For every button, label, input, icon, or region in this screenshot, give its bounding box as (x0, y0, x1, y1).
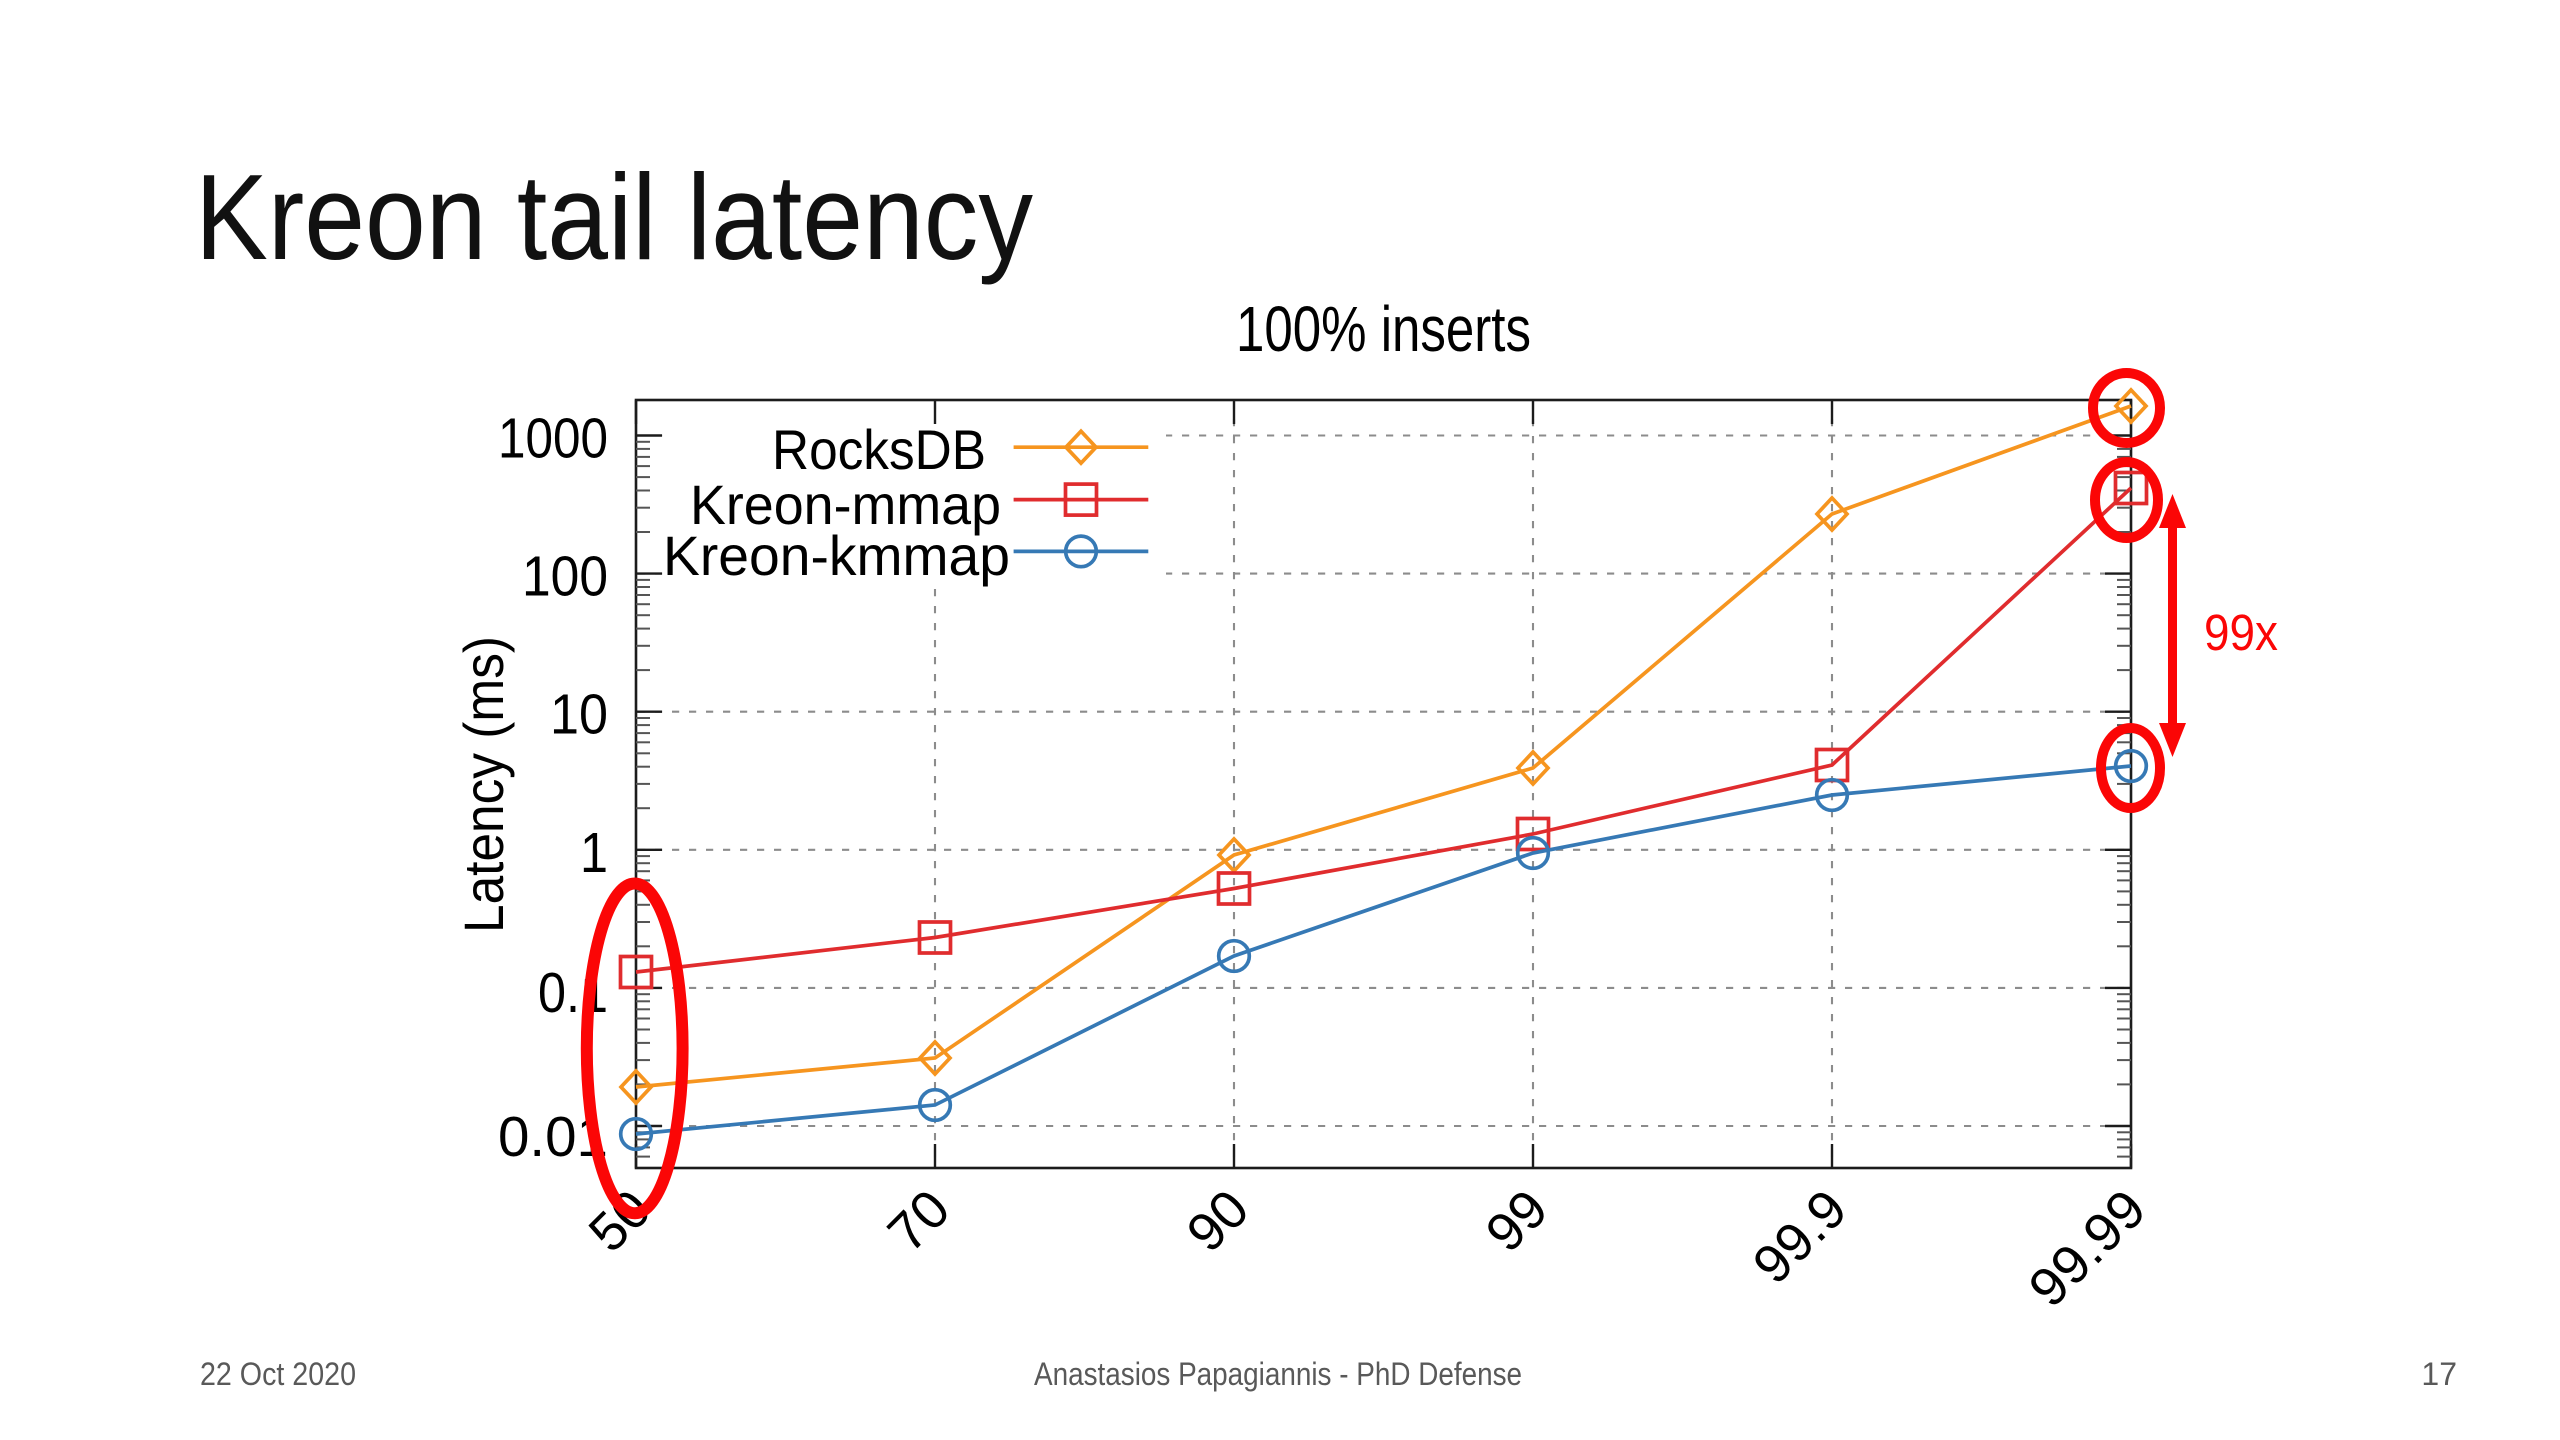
svg-text:1: 1 (580, 821, 608, 885)
svg-text:100: 100 (522, 545, 608, 609)
svg-text:Anastasios Papagiannis - PhD D: Anastasios Papagiannis - PhD Defense (1034, 1356, 1522, 1392)
svg-text:Kreon tail latency: Kreon tail latency (195, 149, 1033, 285)
svg-text:Kreon-mmap: Kreon-mmap (690, 473, 1001, 536)
svg-text:22 Oct 2020: 22 Oct 2020 (200, 1356, 356, 1392)
svg-text:Latency (ms): Latency (ms) (452, 636, 515, 933)
svg-text:Kreon-kmmap: Kreon-kmmap (663, 524, 1010, 587)
svg-text:1000: 1000 (498, 407, 608, 471)
svg-text:99x: 99x (2204, 604, 2278, 661)
svg-text:17: 17 (2421, 1356, 2457, 1392)
svg-text:10: 10 (550, 683, 608, 747)
svg-text:RocksDB: RocksDB (772, 418, 986, 481)
svg-text:100% inserts: 100% inserts (1236, 293, 1531, 365)
